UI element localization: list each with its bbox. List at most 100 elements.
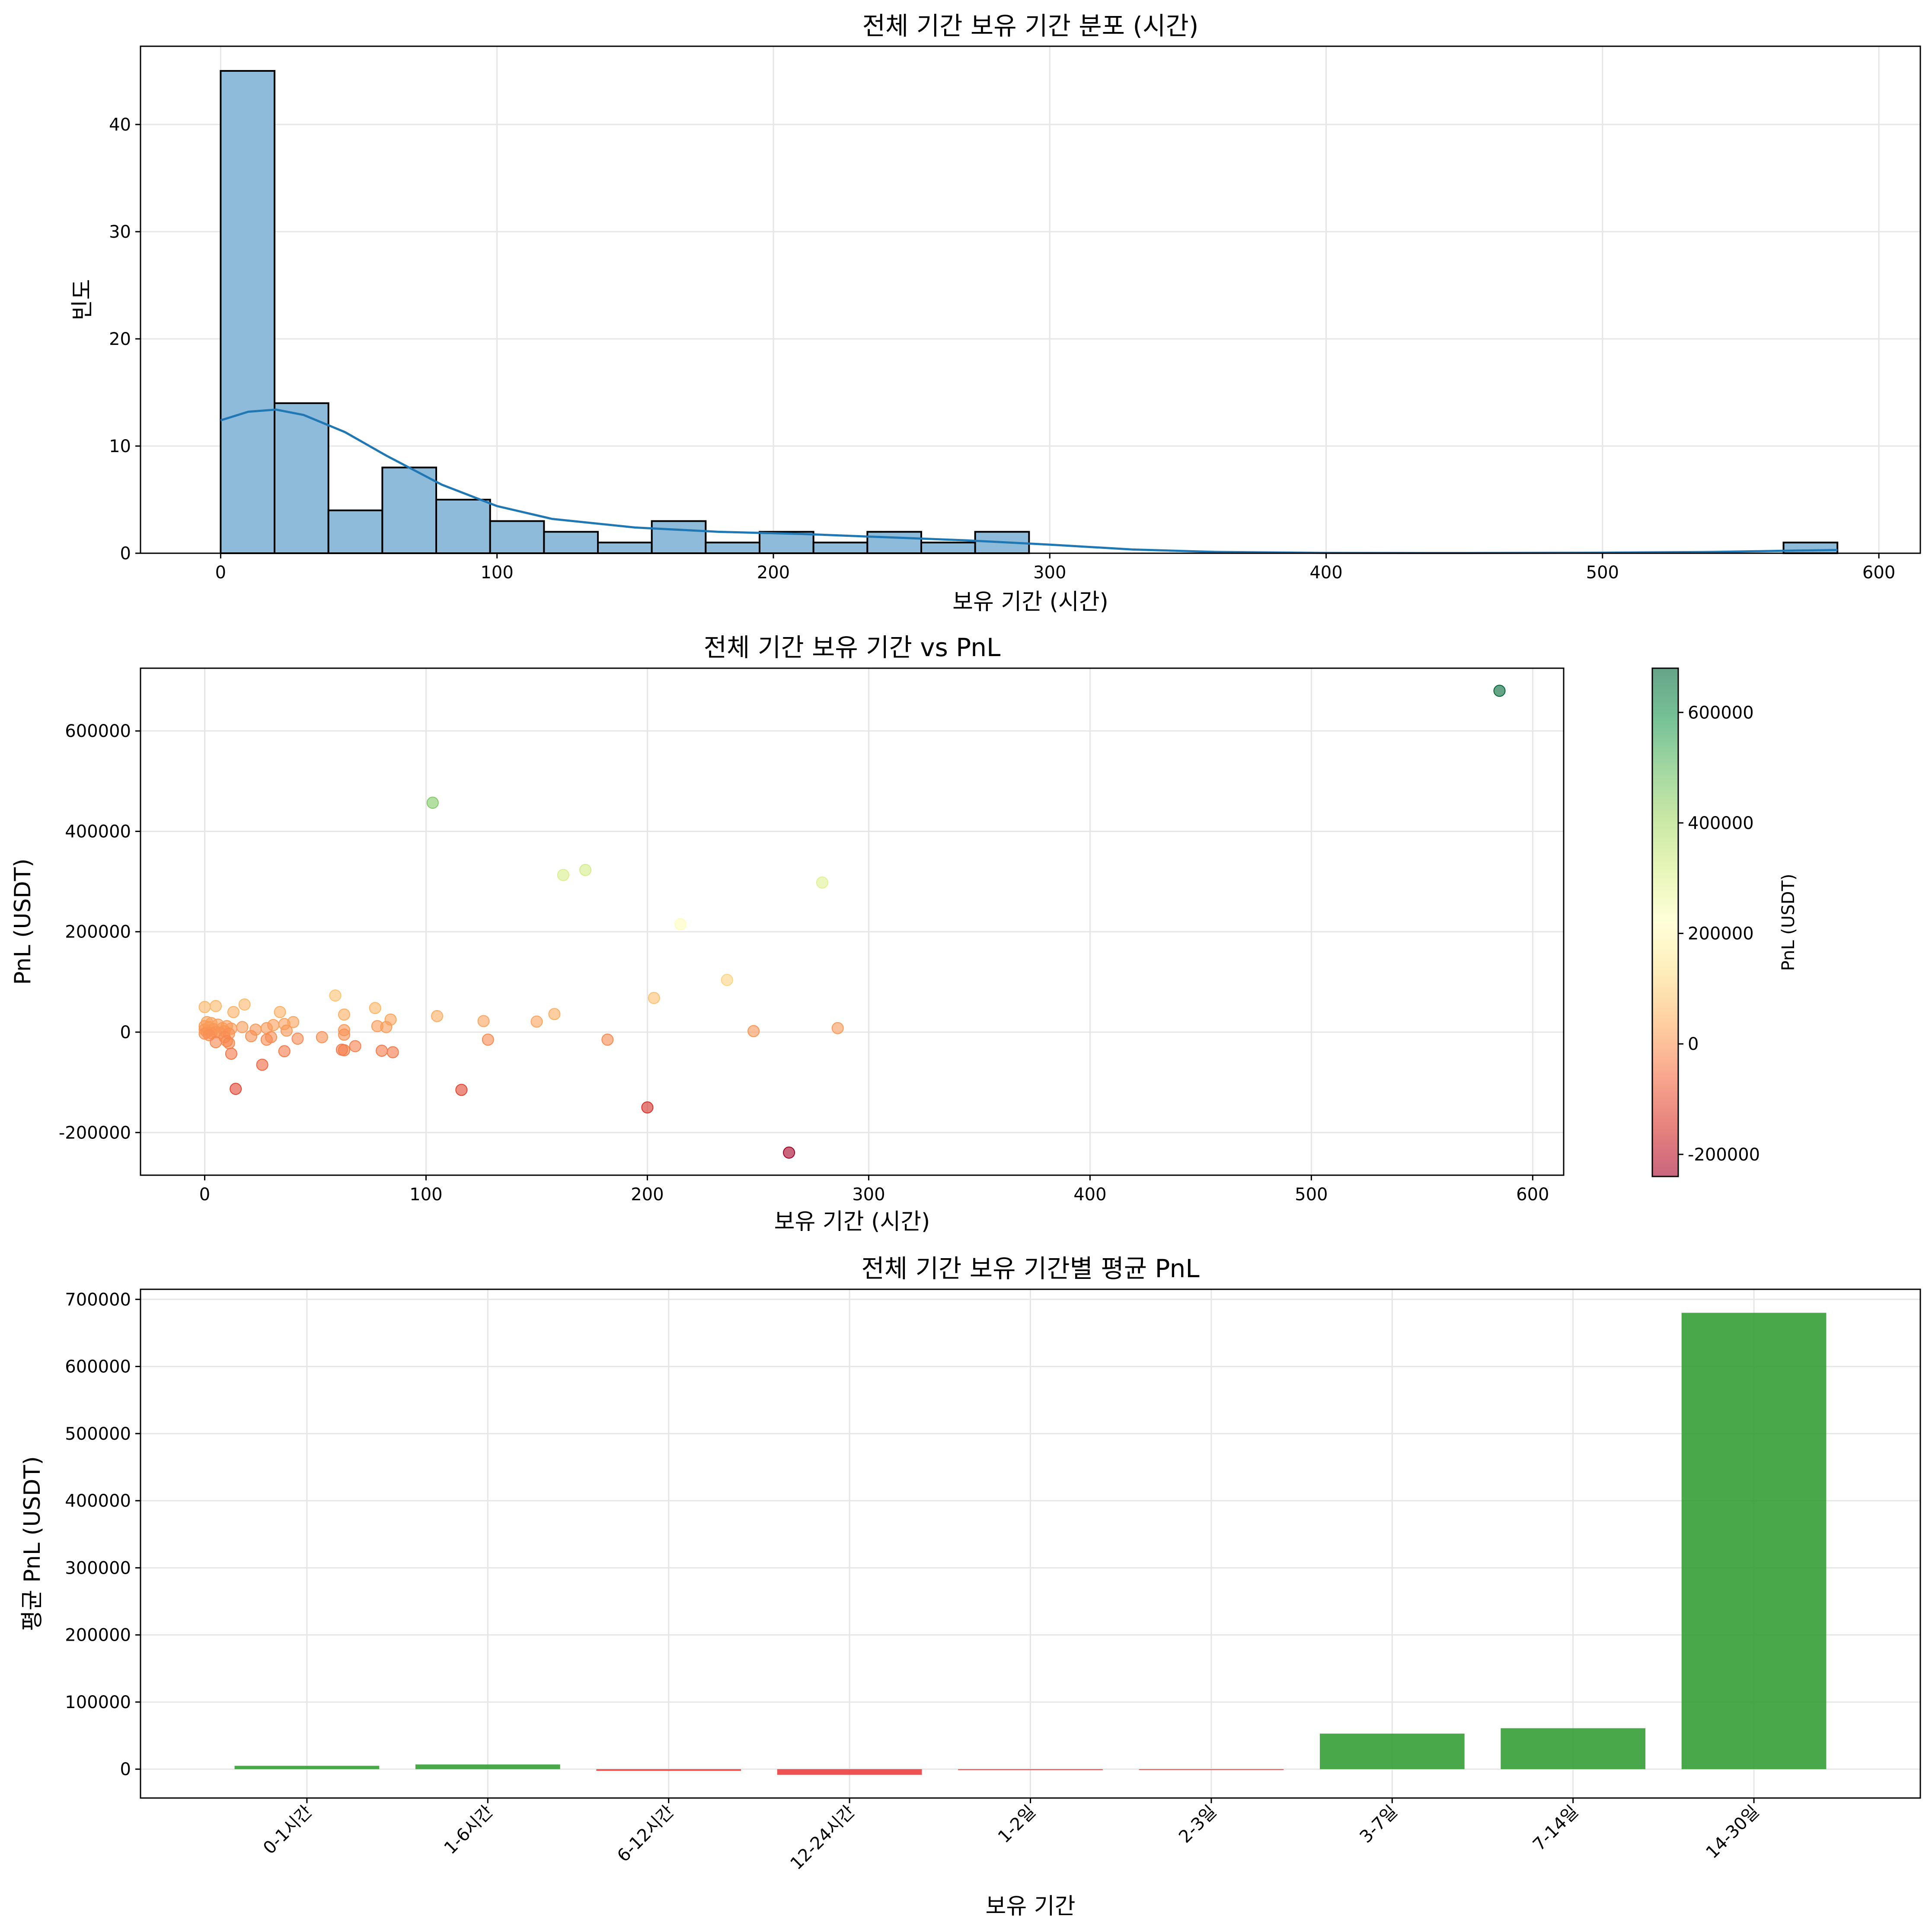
scatter-point <box>455 1084 468 1096</box>
scatter-point <box>274 1006 286 1018</box>
scatter-point <box>291 1033 304 1045</box>
colorbar-tick-label: -200000 <box>1688 1145 1760 1165</box>
histogram-bar <box>274 402 329 554</box>
y-tick-label: 400000 <box>65 1491 131 1511</box>
holding-period-vs-pnl-scatter: 0 100 200 300 400 500 600 -200000 0 200000 400000 6… <box>10 633 1798 1235</box>
y-tick-label: 30 <box>109 222 131 242</box>
histogram-bar <box>489 520 545 554</box>
y-tick-label: 300000 <box>65 1558 131 1578</box>
scatter-point <box>426 797 439 809</box>
scatter-point <box>783 1146 795 1159</box>
scatter-point <box>831 1022 844 1034</box>
chart-title: 전체 기간 보유 기간 vs PnL <box>704 633 1001 662</box>
scatter-point <box>338 1008 351 1021</box>
y-axis-label: 평균 PnL (USDT) <box>19 1456 45 1631</box>
x-tick-label: 600 <box>1516 1185 1549 1205</box>
bar <box>234 1766 380 1769</box>
average-pnl-by-holding-bar-chart: 0-1시간 1-6시간 6-12시간 12-24시간 1-2일 2-3일 3-7일 7-14일… <box>19 1254 1921 1919</box>
x-tick-label: 200 <box>631 1185 664 1205</box>
scatter-point <box>1493 685 1506 697</box>
colorbar-label: PnL (USDT) <box>1779 874 1798 971</box>
x-tick-label: 0 <box>199 1185 210 1205</box>
scatter-point <box>601 1033 614 1046</box>
scatter-point <box>349 1040 361 1052</box>
x-tick-label: 400 <box>1309 563 1342 583</box>
colorbar-tick-label: 400000 <box>1688 813 1754 833</box>
bar <box>1319 1733 1465 1769</box>
scatter-point <box>280 1024 293 1037</box>
x-tick-label: 0-1시간 <box>259 1802 316 1859</box>
scatter-point <box>238 998 251 1011</box>
bar <box>1681 1313 1827 1769</box>
x-tick-label: 400 <box>1073 1185 1106 1205</box>
x-tick-label: 100 <box>409 1185 442 1205</box>
scatter-point <box>816 876 828 889</box>
x-tick-label: 600 <box>1862 563 1895 583</box>
y-tick-label: 0 <box>120 1760 131 1779</box>
scatter-point <box>198 1001 211 1013</box>
x-tick-label: 2-3일 <box>1175 1802 1220 1847</box>
x-axis-label: 보유 기간 <box>986 1894 1076 1919</box>
scatter-point <box>674 918 687 931</box>
x-tick-label: 0 <box>215 563 226 583</box>
scatter-point <box>641 1101 654 1114</box>
y-tick-label: 20 <box>109 329 131 349</box>
scatter-point <box>338 1044 351 1056</box>
scatter-point <box>223 1037 235 1049</box>
scatter-point <box>380 1021 393 1033</box>
scatter-point <box>316 1031 328 1043</box>
y-tick-label: 0 <box>120 544 131 564</box>
scatter-point <box>369 1002 381 1014</box>
y-tick-label: 200000 <box>65 922 131 942</box>
chart-title: 전체 기간 보유 기간 분포 (시간) <box>862 11 1199 41</box>
scatter-point <box>329 989 342 1002</box>
histogram-bar <box>759 531 814 555</box>
holding-period-histogram: 0 100 200 300 400 500 600 0 10 20 30 40 전체 기간 보유 기간 … <box>70 11 1921 615</box>
x-tick-label: 1-6시간 <box>441 1802 497 1859</box>
histogram-bar <box>327 509 383 554</box>
x-tick-label: 500 <box>1295 1185 1328 1205</box>
scatter-point <box>747 1025 760 1037</box>
colorbar-tick-label: 600000 <box>1688 703 1754 723</box>
bar <box>415 1764 560 1769</box>
colorbar-tick-label: 0 <box>1688 1034 1699 1054</box>
scatter-point <box>278 1045 291 1058</box>
bar <box>777 1769 922 1775</box>
histogram-bar <box>705 542 760 554</box>
scatter-point <box>256 1058 268 1071</box>
scatter-point <box>230 1083 242 1095</box>
y-tick-label: 500000 <box>65 1424 131 1444</box>
x-tick-label: 7-14일 <box>1529 1802 1582 1855</box>
x-tick-label: 300 <box>1033 563 1066 583</box>
x-axis-label: 보유 기간 (시간) <box>952 589 1108 615</box>
scatter-point <box>482 1033 494 1046</box>
x-tick-label: 12-24시간 <box>786 1802 859 1874</box>
y-tick-label: 200000 <box>65 1626 131 1645</box>
colorbar-tick-label: 200000 <box>1688 924 1754 944</box>
y-tick-label: 40 <box>109 115 131 135</box>
scatter-point <box>225 1047 237 1060</box>
bar <box>958 1769 1103 1770</box>
x-axis-label: 보유 기간 (시간) <box>774 1209 930 1235</box>
scatter-point <box>548 1008 561 1020</box>
histogram-bar <box>812 542 869 554</box>
y-tick-label: 600000 <box>65 721 131 741</box>
scatter-point <box>245 1030 257 1043</box>
plot-frame <box>140 45 1921 554</box>
y-tick-label: 400000 <box>65 822 131 842</box>
scatter-point <box>579 864 592 876</box>
colorbar-frame <box>1651 667 1679 1177</box>
x-tick-label: 300 <box>852 1185 885 1205</box>
histogram-bar <box>435 499 491 555</box>
scatter-point <box>530 1015 543 1028</box>
y-axis-label: 빈도 <box>70 279 96 321</box>
x-tick-label: 6-12시간 <box>613 1802 678 1866</box>
chart-title: 전체 기간 보유 기간별 평균 PnL <box>861 1254 1199 1283</box>
y-tick-label: 0 <box>120 1023 131 1043</box>
x-tick-label: 14-30일 <box>1702 1802 1763 1863</box>
scatter-point <box>721 974 733 986</box>
y-tick-label: 700000 <box>65 1290 131 1310</box>
scatter-point <box>477 1015 490 1027</box>
bar <box>596 1769 741 1771</box>
scatter-point <box>648 992 660 1004</box>
